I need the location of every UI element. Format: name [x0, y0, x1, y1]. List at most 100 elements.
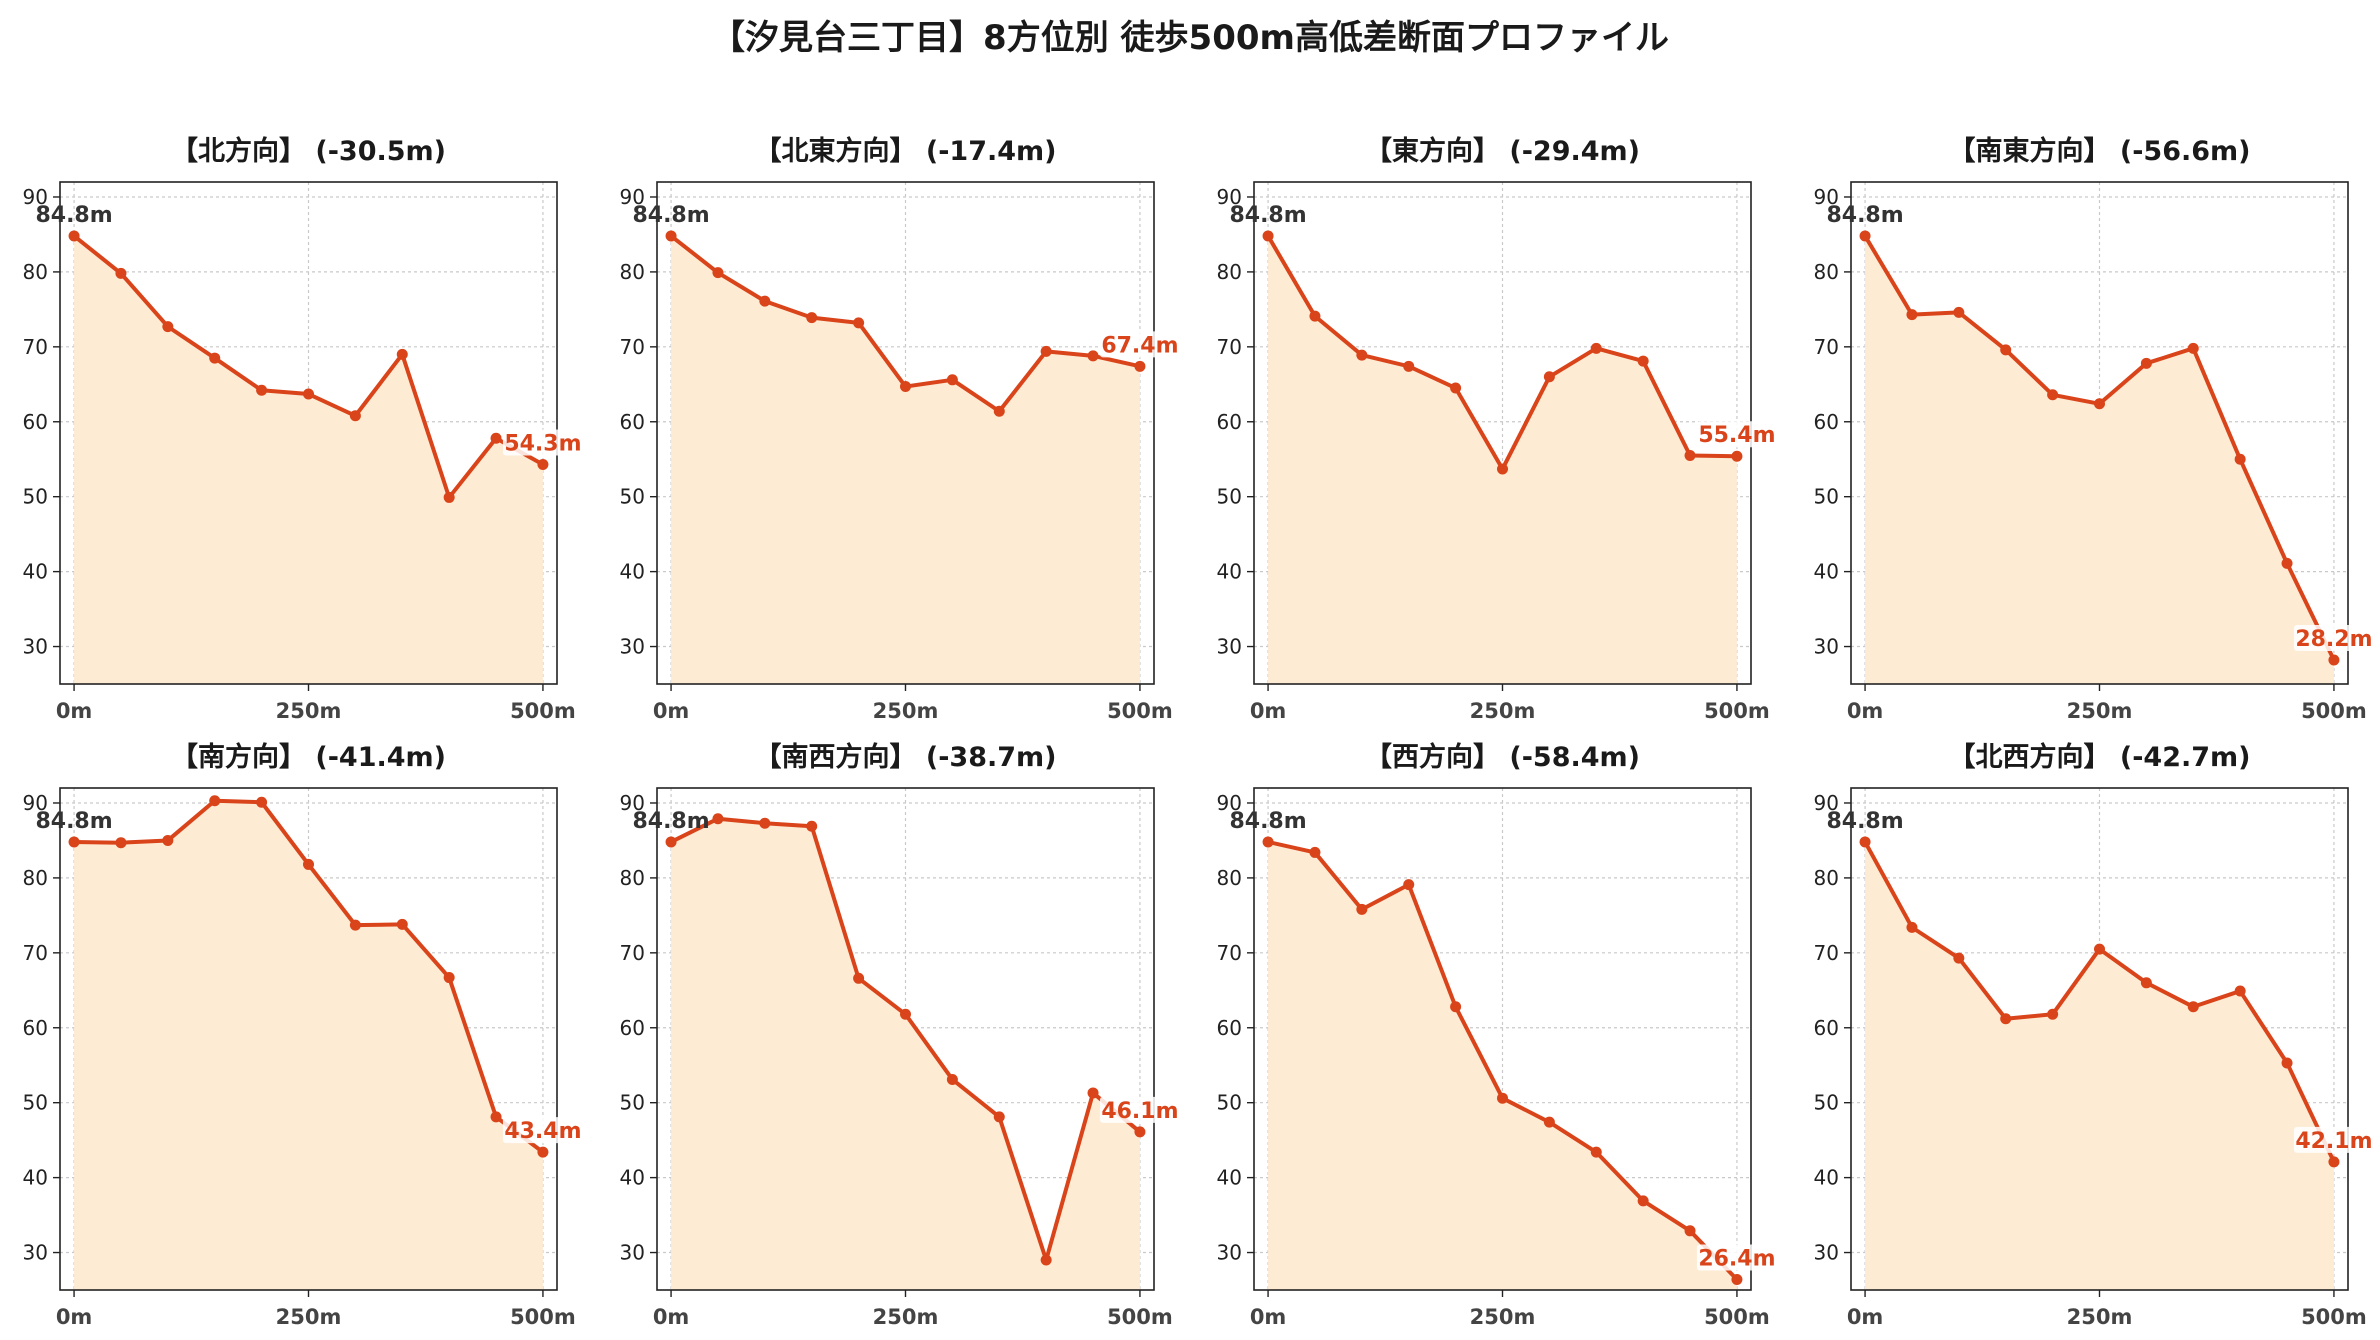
data-point: [1262, 836, 1274, 848]
data-point: [256, 384, 268, 396]
y-tick-label: 60: [620, 1016, 645, 1040]
x-tick-label: 0m: [56, 699, 93, 723]
data-point: [303, 388, 314, 400]
y-tick-label: 50: [23, 485, 48, 509]
data-point: [349, 410, 361, 422]
end-label-background: [2293, 625, 2374, 652]
data-point: [537, 458, 549, 470]
data-point: [2234, 453, 2246, 465]
data-point: [303, 858, 314, 870]
data-point: [2187, 342, 2199, 354]
end-elevation-label: 55.4m: [1698, 423, 1775, 448]
x-tick-label: 0m: [1250, 699, 1287, 723]
x-tick-label: 500m: [510, 1305, 576, 1329]
data-point: [853, 317, 865, 329]
chart-panel-2: 30 40 50 60 70 80 90 0m 250m 500m 【東方向】 (-29.4m) 84…: [1217, 135, 1777, 723]
y-tick-label: 70: [1217, 941, 1242, 965]
x-tick-label: 0m: [1847, 1305, 1884, 1329]
y-tick-label: 80: [1814, 260, 1839, 284]
chart-panel-1: 30 40 50 60 70 80 90 0m 250m 500m 【北東方向】 (-17.4m) 8…: [620, 135, 1180, 723]
data-point: [2234, 985, 2246, 997]
data-point: [1953, 306, 1965, 318]
data-point: [162, 834, 174, 846]
data-point: [1403, 360, 1415, 372]
data-point: [490, 432, 502, 444]
y-tick-label: 70: [620, 941, 645, 965]
data-point: [115, 837, 127, 849]
data-point: [853, 972, 865, 984]
data-point: [900, 1008, 911, 1020]
y-tick-label: 50: [1814, 1091, 1839, 1115]
end-elevation-label: 26.4m: [1698, 1247, 1775, 1272]
y-tick-label: 70: [23, 335, 48, 359]
y-tick-label: 90: [1217, 185, 1242, 209]
elevation-area: [74, 235, 543, 684]
data-point: [396, 348, 408, 360]
data-point: [665, 836, 677, 848]
start-elevation-label: 84.8m: [1826, 809, 1903, 834]
data-point: [1450, 382, 1462, 394]
y-tick-label: 90: [1814, 185, 1839, 209]
y-tick-label: 70: [23, 941, 48, 965]
data-point: [2047, 389, 2059, 401]
chart-title: 【西方向】 (-58.4m): [1365, 741, 1640, 773]
end-label-background: [1696, 421, 1777, 448]
y-tick-label: 30: [1217, 635, 1242, 659]
x-tick-label: 250m: [276, 1305, 342, 1329]
data-point: [1590, 1146, 1602, 1158]
data-point: [1731, 450, 1743, 462]
y-tick-label: 50: [1814, 485, 1839, 509]
y-tick-label: 60: [1814, 410, 1839, 434]
y-tick-label: 30: [23, 635, 48, 659]
start-elevation-label: 84.8m: [632, 809, 709, 834]
x-tick-label: 500m: [510, 699, 576, 723]
data-point: [1497, 1092, 1508, 1104]
end-elevation-label: 28.2m: [2295, 627, 2372, 652]
data-point: [1087, 350, 1099, 362]
elevation-area: [671, 235, 1140, 684]
x-tick-label: 250m: [2067, 1305, 2133, 1329]
x-tick-label: 0m: [1250, 1305, 1287, 1329]
chart-title: 【北東方向】 (-17.4m): [754, 135, 1056, 167]
chart-title: 【北西方向】 (-42.7m): [1948, 741, 2250, 773]
data-point: [396, 918, 408, 930]
data-point: [209, 795, 221, 807]
y-tick-label: 70: [1814, 941, 1839, 965]
y-tick-label: 30: [1814, 635, 1839, 659]
end-label-background: [2293, 1126, 2374, 1153]
chart-panel-4: 30 40 50 60 70 80 90 0m 250m 500m 【南方向】 (-41.4m) 84…: [23, 741, 583, 1329]
data-point: [68, 230, 80, 242]
x-tick-label: 500m: [1704, 1305, 1770, 1329]
x-tick-label: 500m: [2301, 699, 2367, 723]
data-point: [2328, 654, 2340, 666]
data-point: [2000, 344, 2012, 356]
y-tick-label: 30: [620, 635, 645, 659]
data-point: [946, 1073, 958, 1085]
y-tick-label: 60: [23, 410, 48, 434]
start-elevation-label: 84.8m: [632, 203, 709, 228]
x-tick-label: 0m: [56, 1305, 93, 1329]
data-point: [1087, 1087, 1099, 1099]
data-point: [2281, 1057, 2293, 1069]
data-point: [443, 491, 455, 503]
y-tick-label: 80: [23, 260, 48, 284]
y-tick-label: 90: [1217, 791, 1242, 815]
chart-title: 【北方向】 (-30.5m): [171, 135, 446, 167]
x-tick-label: 250m: [873, 699, 939, 723]
y-tick-label: 40: [1217, 560, 1242, 584]
end-label-background: [502, 1117, 583, 1144]
data-point: [993, 405, 1005, 417]
y-tick-label: 90: [1814, 791, 1839, 815]
start-elevation-label: 84.8m: [1826, 203, 1903, 228]
data-point: [1497, 463, 1508, 475]
data-point: [1637, 355, 1649, 367]
data-point: [712, 813, 724, 825]
end-label-background: [502, 429, 583, 456]
figure-title: 【汐見台三丁目】8方位別 徒歩500m高低差断面プロファイル: [711, 18, 1669, 58]
y-tick-label: 50: [1217, 1091, 1242, 1115]
chart-panel-3: 30 40 50 60 70 80 90 0m 250m 500m 【南東方向】 (-56.6m) 8…: [1814, 135, 2374, 723]
data-point: [2094, 943, 2105, 955]
end-elevation-label: 42.1m: [2295, 1129, 2372, 1154]
data-point: [2187, 1001, 2199, 1013]
